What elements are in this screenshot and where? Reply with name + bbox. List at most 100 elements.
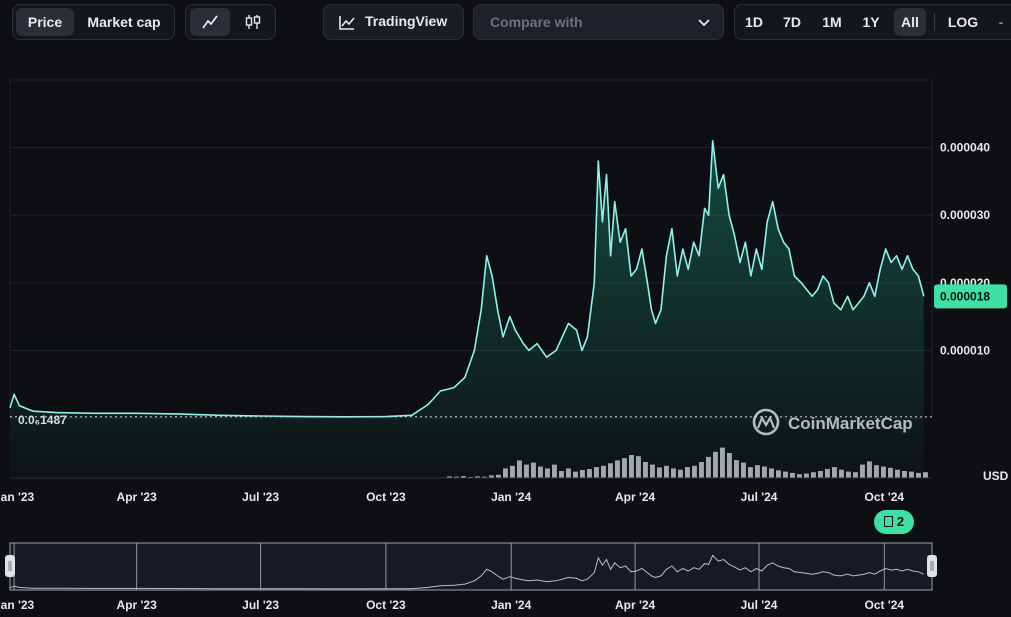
volume-bar — [797, 474, 802, 478]
volume-bar — [573, 471, 578, 478]
volume-bar — [650, 464, 655, 478]
volume-bar — [846, 471, 851, 478]
compare-with-placeholder: Compare with — [490, 14, 583, 30]
volume-bar — [671, 468, 676, 478]
line-chart-icon — [202, 15, 218, 29]
y-tick-label: 0.000030 — [940, 208, 990, 222]
y-tick-label: 0.000040 — [940, 141, 990, 155]
volume-bar — [664, 465, 669, 478]
volume-bar — [678, 469, 683, 478]
watermark-text: CoinMarketCap — [788, 414, 913, 433]
navigator-tick-label: Jan '24 — [491, 598, 532, 612]
volume-bar — [510, 465, 515, 478]
volume-bar — [706, 456, 711, 478]
tradingview-button[interactable]: TradingView — [323, 4, 464, 40]
volume-bar — [895, 469, 900, 478]
volume-bar — [860, 464, 865, 478]
volume-bar — [601, 465, 606, 478]
x-tick-label: Apr '24 — [615, 490, 656, 504]
volume-bar — [538, 466, 543, 478]
volume-bar — [622, 458, 627, 478]
current-price-tag — [934, 284, 1007, 309]
price-tab[interactable]: Price — [16, 8, 74, 36]
volume-bar — [902, 471, 907, 478]
navigator-tick-label: Oct '23 — [366, 598, 406, 612]
navigator-right-handle[interactable] — [927, 555, 937, 577]
plot-frame — [9, 79, 933, 419]
volume-bar — [783, 471, 788, 478]
range-navigator[interactable] — [5, 542, 937, 591]
volume-bar — [552, 464, 557, 478]
volume-bar — [923, 472, 928, 478]
x-tick-label: Jul '23 — [242, 490, 279, 504]
volume-bar — [587, 469, 592, 478]
navigator-tick-label: Oct '24 — [865, 598, 905, 612]
volume-bar — [888, 467, 893, 478]
line-chart-button[interactable] — [190, 8, 230, 36]
volume-bar — [566, 468, 571, 478]
volume-bar — [776, 470, 781, 478]
x-tick-label: Jan '24 — [491, 490, 532, 504]
candlestick-chart-button[interactable] — [233, 8, 273, 36]
volume-bar — [615, 460, 620, 478]
volume-bar — [629, 455, 634, 478]
range-1y-button[interactable]: 1Y — [862, 14, 880, 30]
more-options-button[interactable]: - — [998, 14, 1004, 30]
range-all-button[interactable]: All — [894, 8, 926, 36]
volume-bar — [881, 466, 886, 478]
volume-bar — [643, 462, 648, 478]
volume-bar — [524, 464, 529, 478]
volume-bar — [762, 466, 767, 478]
volume-bar — [741, 462, 746, 478]
chart-style-toggle — [185, 4, 276, 40]
volume-bar — [811, 472, 816, 478]
volume-bar — [874, 465, 879, 478]
volume-bar — [685, 467, 690, 478]
volume-bar — [496, 474, 501, 478]
range-1d-button[interactable]: 1D — [745, 14, 763, 30]
y-tick-label: 0.000010 — [940, 343, 990, 357]
volume-bar — [734, 460, 739, 478]
volume-bar — [727, 453, 732, 478]
volume-bar — [839, 469, 844, 478]
volume-bar — [517, 460, 522, 478]
navigator-line — [9, 554, 925, 590]
tradingview-chart-icon — [339, 16, 355, 30]
coinmarketcap-watermark: CoinMarketCap — [752, 408, 913, 436]
chart-type-toggle: Price Market cap — [12, 4, 175, 40]
volume-bar — [867, 461, 872, 478]
log-scale-button[interactable]: LOG — [947, 14, 979, 30]
volume-bar — [482, 476, 487, 478]
volume-bar — [503, 468, 508, 478]
compare-with-select[interactable]: Compare with — [473, 4, 724, 40]
market-cap-tab[interactable]: Market cap — [87, 14, 161, 30]
volume-bar — [748, 467, 753, 478]
news-badge[interactable]: 2 — [874, 510, 914, 534]
range-7d-button[interactable]: 7D — [783, 14, 801, 30]
volume-bar — [440, 477, 445, 478]
volume-bar — [580, 470, 585, 478]
x-tick-label: Apr '23 — [117, 490, 158, 504]
volume-bar — [713, 451, 718, 478]
navigator-tick-label: Apr '23 — [117, 598, 158, 612]
volume-bar — [468, 477, 473, 478]
volume-bar — [916, 472, 921, 478]
volume-bar — [461, 476, 466, 478]
tradingview-label: TradingView — [365, 13, 448, 29]
volume-bar — [531, 462, 536, 478]
volume-bar — [804, 473, 809, 478]
range-1m-button[interactable]: 1M — [822, 14, 842, 30]
volume-bar — [447, 476, 452, 478]
news-count: 2 — [896, 514, 905, 529]
candlestick-icon — [245, 15, 261, 29]
navigator-tick-label: Apr '24 — [615, 598, 656, 612]
volume-bar — [769, 468, 774, 478]
navigator-left-handle[interactable] — [5, 555, 15, 577]
volume-bar — [818, 471, 823, 478]
chevron-down-icon — [698, 19, 710, 27]
x-tick-label: Oct '23 — [366, 490, 406, 504]
volume-bar — [720, 447, 725, 478]
volume-bar — [692, 465, 697, 478]
y-tick-label: 0.000020 — [940, 276, 990, 290]
